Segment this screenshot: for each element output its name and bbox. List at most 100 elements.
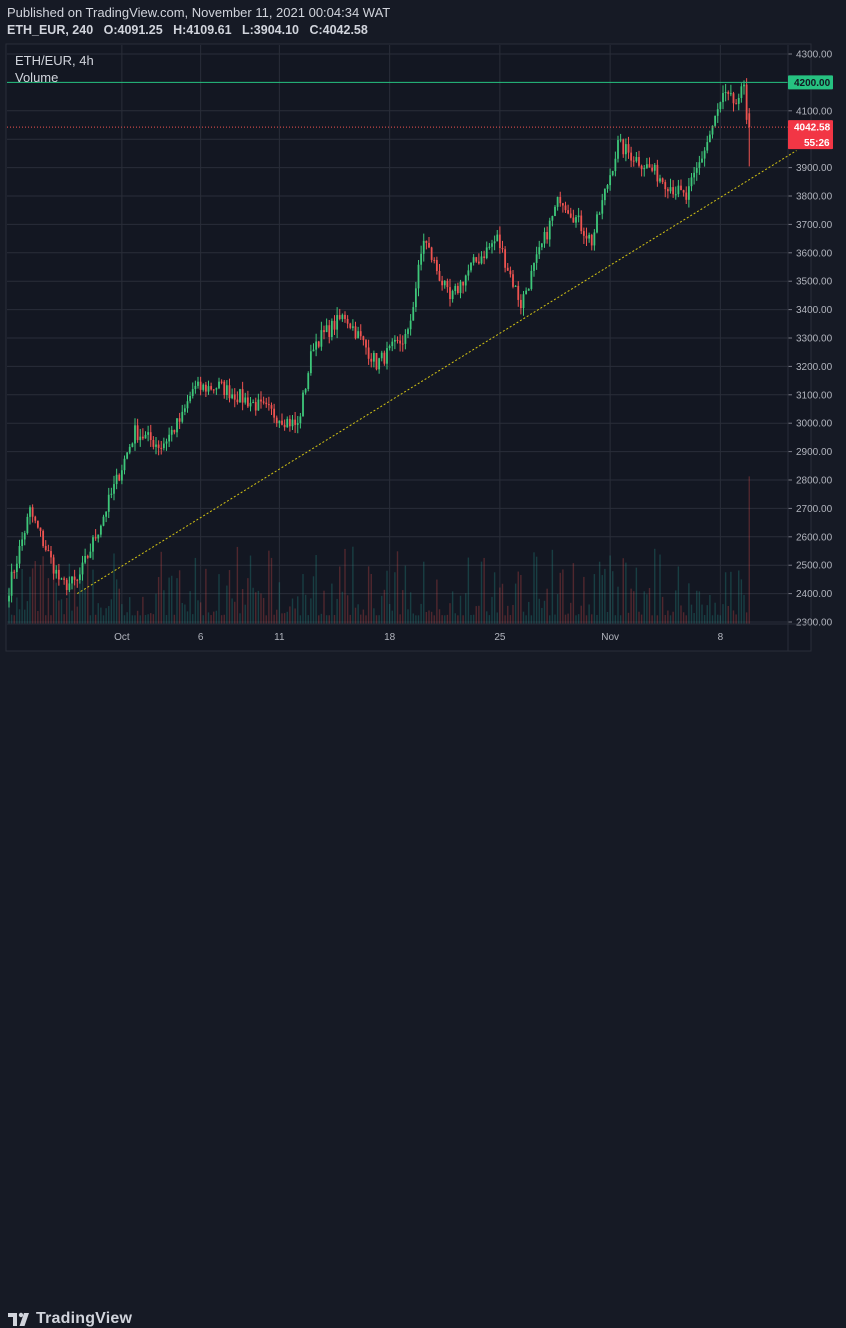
candle-body [21,539,24,546]
candle-body [215,388,218,390]
volume-bar [234,601,236,624]
legend-volume[interactable]: Volume [15,70,59,85]
open-value: 4091.25 [117,23,163,37]
volume-bar [604,568,606,624]
y-tick-label: 2300.00 [796,618,833,629]
volume-bar [430,611,433,624]
candle-body [320,330,323,347]
price-chart[interactable]: 4300.004100.004000.003900.003800.003700.… [0,0,846,652]
volume-bar [307,615,309,624]
volume-bar [299,615,302,624]
candle-body [212,389,215,391]
volume-bar [533,552,535,624]
candle-body [281,420,283,425]
volume-bar [465,593,467,624]
time-axis[interactable]: Oct 6 11 18 25 Nov 8 [114,632,724,643]
volume-bar [740,579,743,624]
volume-bar [157,577,160,624]
volume-bar [189,591,191,624]
candle-body [260,399,262,402]
candle-body [488,246,491,248]
y-tick-label: 3400.00 [796,305,833,316]
candle-body [701,158,703,163]
volume-bar [643,591,645,624]
volume-bar [55,582,57,624]
volume-bar [433,615,435,624]
candle-body [102,516,105,526]
candle-body [656,164,659,182]
volume-bar [467,557,470,624]
volume-bar [535,556,538,624]
candle-body [716,109,719,116]
volume-bar [525,615,527,624]
volume-bar [724,572,727,624]
volume-bar [236,546,239,624]
candle-body [178,418,181,422]
volume-bar [173,614,176,624]
candle-body [65,579,68,591]
candle-body [173,429,176,433]
candle-body [157,444,160,448]
y-tick-label: 2900.00 [796,447,833,458]
volume-bar [197,600,199,624]
volume-bar [680,605,682,624]
volume-bar [517,571,519,624]
y-tick-label: 3100.00 [796,390,833,401]
tradingview-logo-text: TradingView [36,1310,133,1327]
candle-body [590,234,593,246]
volume-bar [491,596,493,624]
candle-body [380,352,383,359]
candle-body [120,470,123,481]
volume-bar [472,614,475,624]
candle-body [572,217,575,223]
volume-bar [451,591,454,624]
candle-body [223,381,226,396]
volume-bar [593,574,596,624]
candle-body [18,545,21,564]
candle-body [86,555,89,558]
candle-body [737,97,740,104]
candle-body [39,527,42,531]
candle-body [399,340,402,344]
volume-bar [244,604,246,624]
volume-bar [294,608,296,624]
candle-body [414,288,417,308]
candle-body [643,168,646,170]
volume-bar [688,583,690,624]
volume-bar [265,615,267,624]
volume-bar [97,603,99,624]
candle-body [307,373,310,389]
legend-symbol[interactable]: ETH/EUR, 4h [15,53,94,68]
candle-body [55,569,58,574]
x-tick-label: Oct [114,632,130,643]
volume-bar [354,607,357,624]
volume-bar [257,590,260,624]
candle-body [73,576,76,580]
candle-body [575,217,577,223]
candle-body [378,358,381,370]
volume-bar [504,615,506,624]
volume-bar [596,614,598,624]
candle-body [29,507,31,517]
volume-bar [289,606,291,624]
volume-bar [554,614,556,624]
candle-body [47,550,50,552]
candle-body [640,165,643,170]
volume-bar [619,615,622,624]
candle-body [370,358,373,362]
candle-body [207,386,210,392]
candle-body [420,253,423,265]
candle-body [60,578,63,580]
candle-body [273,408,276,418]
candle-body [496,234,499,242]
volume-bar [273,614,275,624]
volume-bar [129,597,131,624]
candle-body [76,579,79,581]
volume-bar [168,577,170,624]
volume-bar [522,611,525,624]
volume-bar [241,589,244,624]
y-tick-label: 3200.00 [796,362,833,373]
candle-body [265,402,268,405]
tradingview-logo[interactable]: TradingView [8,1310,132,1328]
candle-body [443,281,446,286]
